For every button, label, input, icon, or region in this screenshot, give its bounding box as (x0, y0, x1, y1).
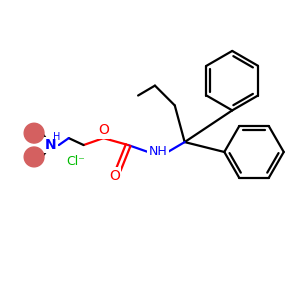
Text: O: O (109, 169, 120, 183)
Circle shape (24, 147, 44, 167)
Text: H: H (53, 132, 61, 142)
Circle shape (24, 123, 44, 143)
Text: NH: NH (148, 146, 167, 158)
Text: Cl⁻: Cl⁻ (66, 155, 85, 168)
Text: N: N (45, 138, 57, 152)
Text: O: O (98, 123, 109, 137)
